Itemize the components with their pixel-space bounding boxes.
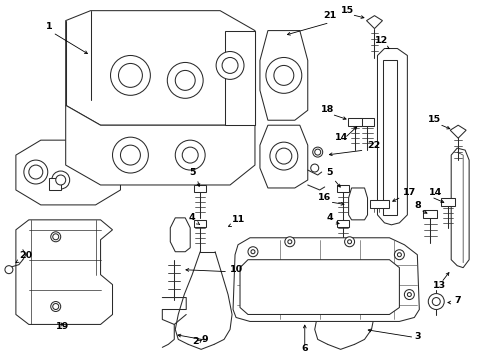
Text: 4: 4	[325, 213, 332, 222]
Polygon shape	[440, 198, 454, 206]
Circle shape	[120, 145, 140, 165]
Circle shape	[314, 149, 320, 155]
Text: 21: 21	[323, 11, 336, 20]
Polygon shape	[233, 238, 419, 321]
Circle shape	[110, 55, 150, 95]
Circle shape	[51, 232, 61, 242]
Text: 11: 11	[232, 215, 245, 224]
Polygon shape	[65, 105, 254, 185]
Polygon shape	[260, 125, 307, 188]
Text: 2: 2	[191, 337, 198, 346]
Text: 6: 6	[301, 344, 307, 353]
Circle shape	[5, 266, 13, 274]
Polygon shape	[240, 260, 399, 315]
Circle shape	[407, 293, 410, 297]
Text: 22: 22	[367, 141, 380, 150]
Polygon shape	[359, 118, 374, 126]
Circle shape	[312, 147, 322, 157]
Text: 8: 8	[413, 201, 420, 210]
Text: 14: 14	[428, 188, 442, 197]
Circle shape	[175, 140, 205, 170]
Circle shape	[265, 58, 301, 93]
Text: 14: 14	[334, 133, 347, 142]
Circle shape	[52, 171, 69, 189]
Text: 12: 12	[374, 36, 387, 45]
Polygon shape	[366, 15, 382, 28]
Text: 1: 1	[45, 22, 52, 31]
Circle shape	[427, 293, 443, 310]
Circle shape	[344, 237, 354, 247]
Polygon shape	[49, 178, 61, 190]
Text: 7: 7	[453, 296, 460, 305]
Polygon shape	[224, 31, 254, 125]
Text: 18: 18	[320, 105, 334, 114]
Polygon shape	[348, 188, 367, 220]
Circle shape	[404, 289, 413, 300]
Circle shape	[53, 234, 59, 240]
Polygon shape	[260, 31, 307, 120]
Circle shape	[112, 137, 148, 173]
Text: 15: 15	[427, 115, 440, 124]
Circle shape	[275, 148, 291, 164]
Circle shape	[29, 165, 42, 179]
Circle shape	[222, 58, 238, 73]
Text: 4: 4	[188, 213, 195, 222]
Polygon shape	[16, 140, 120, 205]
Polygon shape	[16, 220, 112, 324]
Circle shape	[269, 142, 297, 170]
Polygon shape	[65, 11, 254, 125]
Polygon shape	[194, 185, 206, 192]
Circle shape	[118, 63, 142, 87]
Circle shape	[51, 302, 61, 311]
Circle shape	[273, 66, 293, 85]
Circle shape	[175, 71, 195, 90]
Circle shape	[250, 250, 254, 254]
Text: 17: 17	[403, 188, 416, 197]
Polygon shape	[336, 220, 348, 227]
Circle shape	[56, 175, 65, 185]
Text: 19: 19	[56, 323, 69, 332]
Polygon shape	[369, 200, 388, 208]
Polygon shape	[170, 218, 190, 252]
Polygon shape	[336, 185, 348, 192]
Circle shape	[347, 240, 351, 244]
Text: 10: 10	[229, 265, 243, 274]
Polygon shape	[194, 220, 206, 227]
Text: 20: 20	[19, 251, 32, 260]
Text: 16: 16	[317, 193, 330, 202]
Text: 3: 3	[413, 332, 420, 341]
Circle shape	[182, 147, 198, 163]
Text: 15: 15	[340, 6, 353, 15]
Circle shape	[310, 164, 318, 172]
Circle shape	[287, 240, 291, 244]
Circle shape	[216, 51, 244, 80]
Text: 5: 5	[326, 168, 332, 177]
Circle shape	[167, 62, 203, 98]
Circle shape	[24, 160, 48, 184]
Circle shape	[397, 253, 401, 257]
Polygon shape	[423, 210, 436, 218]
Text: 9: 9	[202, 336, 208, 345]
Polygon shape	[347, 118, 361, 126]
Text: 5: 5	[188, 168, 195, 177]
Circle shape	[431, 298, 439, 306]
Text: 13: 13	[432, 280, 445, 289]
Polygon shape	[449, 125, 465, 138]
Polygon shape	[383, 60, 397, 215]
Circle shape	[247, 247, 258, 257]
Circle shape	[394, 250, 404, 260]
Circle shape	[285, 237, 294, 247]
Circle shape	[53, 303, 59, 310]
Polygon shape	[377, 49, 407, 225]
Polygon shape	[450, 148, 468, 268]
